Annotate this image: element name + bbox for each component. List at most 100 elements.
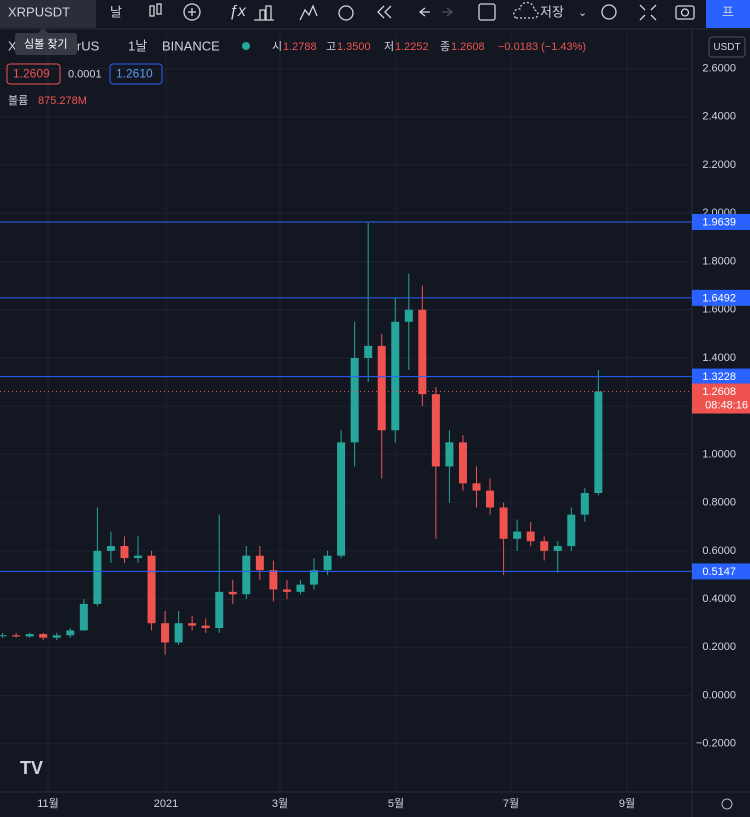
candle-body [391, 321, 400, 431]
symbol[interactable]: XRPUSDT [8, 4, 70, 19]
candle-body [39, 634, 48, 638]
low-label: 저 [384, 40, 394, 53]
candle-body [445, 442, 454, 467]
x-tick-label: 3월 [272, 797, 288, 810]
candle-body [337, 442, 346, 556]
high-value: 1.3500 [337, 41, 371, 53]
close-label: 종 [440, 41, 450, 53]
change-value: −0.0183 (−1.43%) [498, 41, 586, 53]
x-tick-label: 7월 [503, 797, 519, 810]
redo-icon [442, 7, 454, 17]
price-axis: USDT TV [0, 30, 750, 817]
candle-body [12, 635, 21, 637]
y-tick-label: 1.6000 [702, 304, 736, 316]
undo-icon[interactable] [418, 7, 430, 17]
y-tick-label: 0.6000 [702, 545, 736, 557]
last-price-bg [692, 383, 750, 414]
settings-icon[interactable] [601, 4, 617, 20]
toolbar-bg [0, 0, 750, 29]
symbol-search[interactable] [0, 0, 96, 28]
low-value: 1.2252 [395, 41, 429, 53]
publish-label[interactable]: 프 [722, 4, 734, 19]
bid[interactable]: 1.2609 [13, 67, 50, 81]
fx-icon[interactable]: ƒx [229, 3, 247, 20]
candle-body [431, 394, 440, 467]
candle-body [201, 625, 210, 629]
ask[interactable]: 1.2610 [116, 67, 153, 81]
candle-body [540, 541, 549, 551]
volume-label: 볼륨 [8, 94, 28, 107]
tooltip-bg [15, 33, 77, 55]
compare-icon[interactable] [299, 4, 318, 21]
x-tick-label: 11월 [37, 797, 59, 810]
last-price-label: 1.2608 [702, 386, 736, 398]
candle-body [323, 555, 332, 571]
candle-body [296, 584, 305, 592]
alert-icon[interactable] [338, 5, 354, 21]
buy-box[interactable] [109, 63, 163, 85]
candle-body [404, 309, 413, 322]
legend-interval: 1날 [128, 38, 147, 53]
candle-body [418, 309, 427, 395]
market-status [242, 42, 250, 50]
legend: XRP / TetherUS 1날 BINANCE 시 1.2788 고 1.3… [6, 38, 586, 107]
candle-body [242, 555, 251, 595]
candle-body [0, 635, 7, 637]
x-tick-label: 9월 [619, 797, 635, 810]
candle-icon[interactable] [149, 5, 155, 17]
interval-button[interactable]: 날 [110, 4, 122, 19]
close-value: 1.2608 [451, 41, 485, 53]
candle-body [188, 623, 197, 626]
candle-body [255, 555, 264, 571]
candle-body [513, 531, 522, 539]
candle-body [161, 623, 170, 643]
publish-tab[interactable] [706, 0, 750, 28]
candle-body [215, 591, 224, 629]
y-tick-label: 0.2000 [702, 641, 736, 653]
chart-icon[interactable] [254, 5, 274, 21]
open-value: 1.2788 [283, 41, 317, 53]
countdown: 08:48:16 [705, 399, 748, 411]
save-menu[interactable]: ⌄ [578, 7, 587, 19]
candle-body [66, 630, 75, 636]
cloud-icon[interactable] [513, 1, 539, 19]
tooltip-text: 심볼 찾기 [24, 37, 68, 50]
open-label: 시 [272, 41, 282, 53]
candle-body [79, 603, 88, 631]
fullscreen-icon[interactable] [639, 4, 657, 21]
replay-icon[interactable] [377, 5, 392, 19]
y-tick-label: −0.2000 [696, 738, 736, 750]
candle-body [472, 483, 481, 491]
candle-body [458, 442, 467, 484]
currency[interactable]: USDT [713, 42, 740, 53]
layout-icon[interactable] [478, 3, 496, 21]
logo: TV [20, 758, 43, 778]
y-tick-label: 1.0000 [702, 448, 736, 460]
candle-body [350, 357, 359, 443]
candle-body [120, 546, 129, 559]
candle-body [499, 507, 508, 539]
currency-box[interactable] [708, 36, 746, 58]
price-label-bg [692, 213, 750, 230]
candle-body [486, 490, 495, 508]
candle-body [364, 345, 373, 358]
axis-settings-icon[interactable] [721, 798, 733, 810]
candle-body [580, 492, 589, 515]
y-tick-label: 0.8000 [702, 497, 736, 509]
sell-box[interactable] [6, 63, 61, 85]
hline-label: 0.5147 [702, 566, 736, 578]
save-button[interactable]: 저장 [540, 4, 564, 19]
candle-body [269, 570, 278, 590]
toolbar-icons [149, 1, 695, 21]
hline-label: 1.6492 [702, 292, 736, 304]
high-label: 고 [326, 41, 336, 53]
candle-body [93, 550, 102, 604]
y-tick-label: 2.4000 [702, 111, 736, 123]
indicator-add-icon[interactable] [183, 3, 201, 21]
candle-body [526, 531, 535, 542]
candle-body [147, 555, 156, 624]
y-tick-label: 1.8000 [702, 255, 736, 267]
snapshot-icon[interactable] [675, 5, 695, 20]
